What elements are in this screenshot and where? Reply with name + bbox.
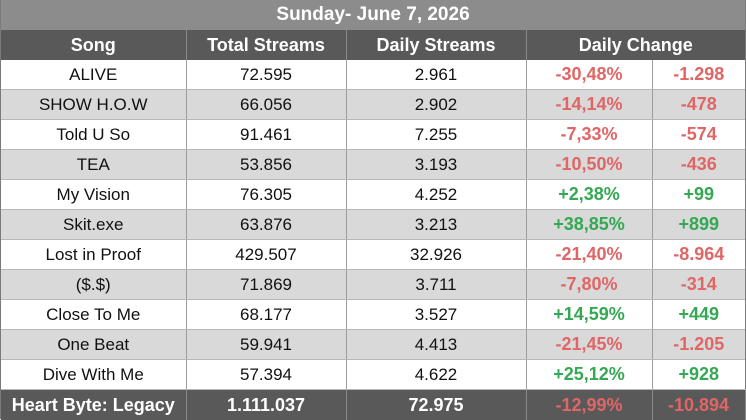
song-cell: ALIVE [1,60,186,90]
song-cell: Skit.exe [1,210,186,240]
total-row: Heart Byte: Legacy 1.111.037 72.975 -12,… [1,390,745,420]
table-row: TEA 53.856 3.193 -10,50% -436 [1,150,745,180]
daily-change-percent-cell: -7,33% [526,120,652,150]
daily-change-absolute-cell: +99 [652,180,745,210]
table-row: SHOW H.O.W 66.056 2.902 -14,14% -478 [1,90,745,120]
daily-change-absolute-cell: -574 [652,120,745,150]
daily-streams-cell: 2.902 [346,90,526,120]
daily-change-percent-cell: -30,48% [526,60,652,90]
daily-change-absolute-cell: +928 [652,360,745,390]
daily-change-percent-cell: +38,85% [526,210,652,240]
daily-streams-cell: 3.193 [346,150,526,180]
daily-change-absolute-cell: -314 [652,270,745,300]
total-streams-cell: 71.869 [186,270,346,300]
daily-streams-cell: 4.413 [346,330,526,360]
daily-streams-cell: 32.926 [346,240,526,270]
total-change-percent-cell: -12,99% [526,390,652,420]
song-cell: Told U So [1,120,186,150]
daily-change-absolute-cell: +899 [652,210,745,240]
table-row: ALIVE 72.595 2.961 -30,48% -1.298 [1,60,745,90]
daily-streams-cell: 4.252 [346,180,526,210]
daily-streams-cell: 3.711 [346,270,526,300]
daily-streams-cell: 3.527 [346,300,526,330]
total-streams-cell: 429.507 [186,240,346,270]
song-cell: One Beat [1,330,186,360]
total-streams-sum-cell: 1.111.037 [186,390,346,420]
daily-change-absolute-cell: -478 [652,90,745,120]
header-daily-streams: Daily Streams [346,30,526,60]
table-body: ALIVE 72.595 2.961 -30,48% -1.298 SHOW H… [1,60,745,390]
header-song: Song [1,30,186,60]
daily-streams-cell: 2.961 [346,60,526,90]
daily-change-absolute-cell: +449 [652,300,745,330]
daily-change-absolute-cell: -1.205 [652,330,745,360]
daily-change-percent-cell: -14,14% [526,90,652,120]
daily-change-absolute-cell: -1.298 [652,60,745,90]
total-streams-cell: 91.461 [186,120,346,150]
song-cell: ($.$) [1,270,186,300]
daily-change-percent-cell: +2,38% [526,180,652,210]
song-cell: SHOW H.O.W [1,90,186,120]
header-row: Song Total Streams Daily Streams Daily C… [1,30,745,60]
daily-streams-cell: 3.213 [346,210,526,240]
song-cell: Close To Me [1,300,186,330]
title-row: Sunday- June 7, 2026 [1,0,745,30]
daily-change-percent-cell: +25,12% [526,360,652,390]
table-row: Skit.exe 63.876 3.213 +38,85% +899 [1,210,745,240]
song-cell: Dive With Me [1,360,186,390]
daily-change-absolute-cell: -436 [652,150,745,180]
daily-change-percent-cell: -7,80% [526,270,652,300]
daily-streams-cell: 7.255 [346,120,526,150]
total-streams-cell: 76.305 [186,180,346,210]
daily-streams-cell: 4.622 [346,360,526,390]
table-row: Lost in Proof 429.507 32.926 -21,40% -8.… [1,240,745,270]
total-streams-cell: 57.394 [186,360,346,390]
total-streams-cell: 66.056 [186,90,346,120]
total-streams-cell: 53.856 [186,150,346,180]
header-daily-change: Daily Change [526,30,745,60]
total-streams-cell: 72.595 [186,60,346,90]
total-streams-cell: 63.876 [186,210,346,240]
total-change-absolute-cell: -10.894 [652,390,745,420]
daily-change-percent-cell: +14,59% [526,300,652,330]
daily-change-percent-cell: -21,40% [526,240,652,270]
table-row: My Vision 76.305 4.252 +2,38% +99 [1,180,745,210]
table-row: Told U So 91.461 7.255 -7,33% -574 [1,120,745,150]
table-row: Close To Me 68.177 3.527 +14,59% +449 [1,300,745,330]
table-row: ($.$) 71.869 3.711 -7,80% -314 [1,270,745,300]
song-cell: My Vision [1,180,186,210]
daily-change-percent-cell: -21,45% [526,330,652,360]
table-row: Dive With Me 57.394 4.622 +25,12% +928 [1,360,745,390]
total-streams-cell: 68.177 [186,300,346,330]
song-cell: Lost in Proof [1,240,186,270]
table-row: One Beat 59.941 4.413 -21,45% -1.205 [1,330,745,360]
daily-change-absolute-cell: -8.964 [652,240,745,270]
song-cell: TEA [1,150,186,180]
total-label-cell: Heart Byte: Legacy [1,390,186,420]
header-total-streams: Total Streams [186,30,346,60]
total-streams-cell: 59.941 [186,330,346,360]
daily-streams-sum-cell: 72.975 [346,390,526,420]
sheet-title: Sunday- June 7, 2026 [1,0,745,30]
daily-change-percent-cell: -10,50% [526,150,652,180]
